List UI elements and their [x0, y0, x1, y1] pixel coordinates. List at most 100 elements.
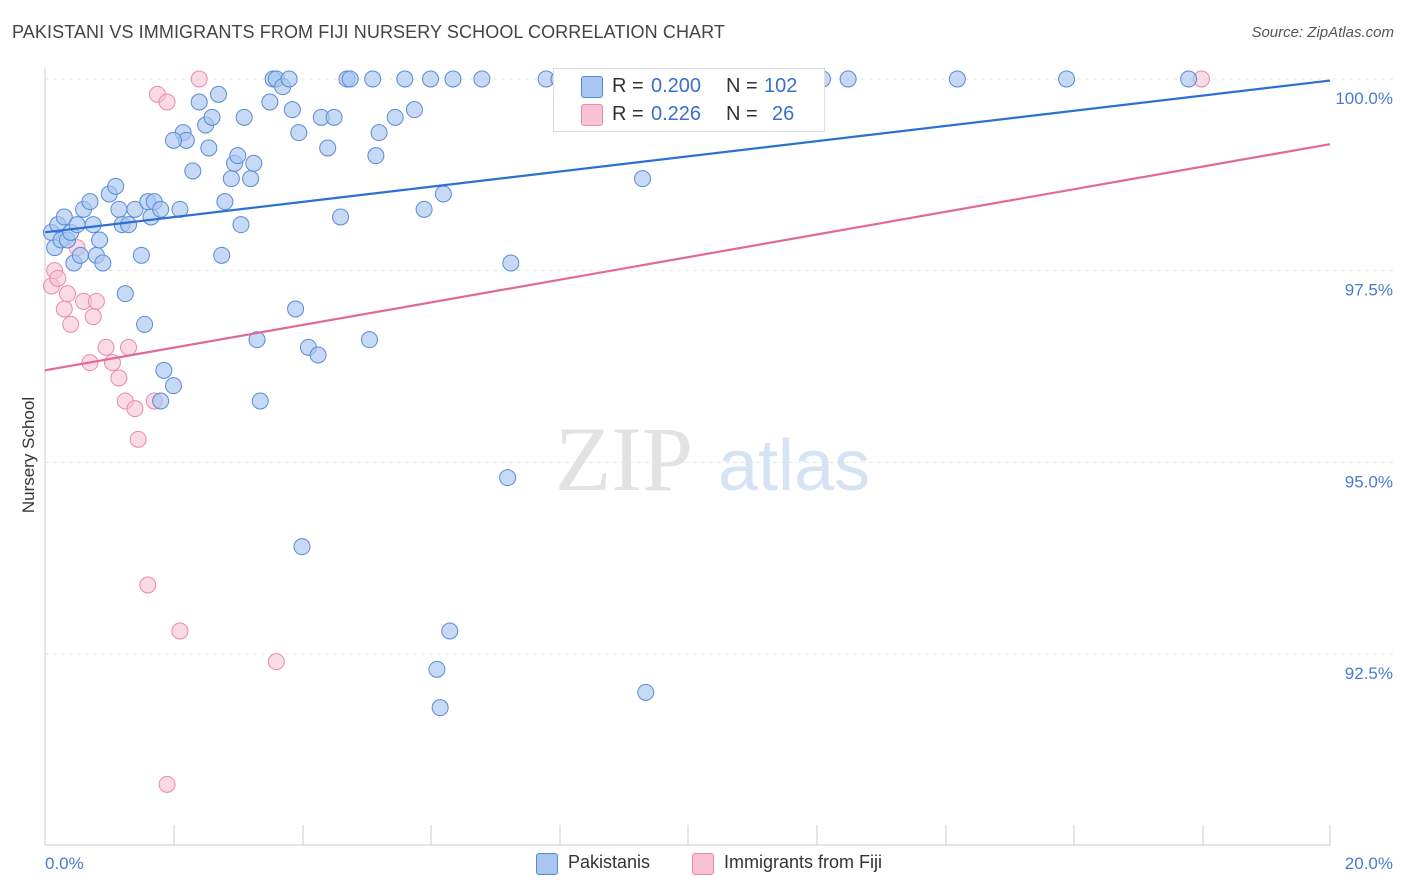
data-point-pakistanis: [136, 315, 154, 333]
data-point-pakistanis: [839, 70, 857, 88]
legend-n-value: 26: [772, 103, 795, 125]
data-point-pakistanis: [251, 392, 269, 410]
data-point-pakistanis: [203, 108, 221, 126]
data-point-pakistanis: [434, 185, 452, 203]
bottom-legend-swatch-pakistanis: [536, 853, 558, 875]
data-point-pakistanis: [293, 538, 311, 556]
data-point-pakistanis: [165, 131, 182, 149]
data-point-pakistanis: [213, 246, 231, 264]
data-point-pakistanis: [1058, 70, 1076, 88]
data-point-pakistanis: [502, 254, 520, 272]
chart-title: PAKISTANI VS IMMIGRANTS FROM FIJI NURSER…: [12, 22, 726, 42]
trend-line-pakistanis: [44, 79, 1331, 234]
data-point-pakistanis: [126, 200, 144, 218]
data-point-pakistanis: [229, 147, 247, 165]
axes: [44, 68, 1330, 846]
data-point-pakistanis: [948, 70, 966, 88]
data-point-pakistanis: [396, 70, 414, 88]
data-point-pakistanis: [441, 622, 459, 640]
legend-swatch-fiji: [581, 104, 603, 126]
data-point-pakistanis: [235, 108, 253, 126]
data-point-pakistanis: [309, 346, 327, 364]
data-point-pakistanis: [107, 177, 125, 195]
legend-r-value: 0.226: [651, 103, 702, 125]
data-point-pakistanis: [152, 200, 170, 218]
trend-lines: [44, 79, 1331, 372]
series-pakistanis-points: [42, 70, 1198, 717]
data-point-pakistanis: [422, 70, 439, 88]
data-point-pakistanis: [415, 200, 433, 218]
data-point-fiji: [190, 70, 208, 88]
data-point-pakistanis: [209, 85, 227, 103]
data-point-fiji: [97, 338, 115, 356]
trend-line-fiji: [44, 143, 1331, 372]
data-point-pakistanis: [71, 246, 89, 264]
data-point-pakistanis: [152, 392, 170, 410]
data-point-pakistanis: [332, 208, 350, 226]
data-point-pakistanis: [341, 70, 359, 88]
data-point-pakistanis: [81, 193, 99, 211]
data-point-pakistanis: [283, 101, 301, 119]
data-point-pakistanis: [94, 254, 112, 272]
data-point-pakistanis: [370, 124, 388, 142]
legend-n-value: 102: [764, 75, 798, 97]
x-tick-label: 0.0%: [45, 854, 84, 873]
data-point-pakistanis: [360, 331, 378, 349]
data-point-pakistanis: [232, 216, 250, 234]
data-point-pakistanis: [325, 108, 343, 126]
data-point-pakistanis: [200, 139, 218, 157]
data-point-fiji: [49, 269, 67, 287]
data-point-pakistanis: [634, 170, 652, 188]
y-tick-label: 97.5%: [1345, 281, 1393, 300]
legend-row-pakistanis: R = 0.200 N = 102: [554, 73, 824, 101]
data-point-pakistanis: [637, 683, 655, 701]
bottom-legend-fiji: Immigrants from Fiji: [692, 851, 932, 877]
bottom-legend-swatch-fiji: [692, 853, 714, 875]
data-point-fiji: [267, 653, 285, 671]
y-tick-label: 100.0%: [1335, 89, 1393, 108]
data-point-pakistanis: [364, 70, 382, 88]
data-point-pakistanis: [1180, 70, 1198, 88]
data-point-pakistanis: [155, 361, 173, 379]
data-point-fiji: [126, 400, 144, 418]
data-point-pakistanis: [110, 200, 128, 218]
legend: R = 0.200 N = 102 R = 0.226 N = 26: [553, 68, 825, 132]
watermark: ZIP atlas: [555, 408, 870, 510]
data-point-pakistanis: [287, 300, 305, 318]
legend-r-label: R =: [612, 75, 644, 97]
data-point-pakistanis: [222, 170, 240, 188]
data-point-pakistanis: [120, 216, 138, 234]
data-point-pakistanis: [261, 93, 279, 111]
data-point-pakistanis: [91, 231, 109, 249]
bottom-legend-label-fiji: Immigrants from Fiji: [724, 852, 883, 872]
data-point-pakistanis: [184, 162, 202, 180]
data-point-fiji: [55, 300, 73, 318]
data-point-fiji: [87, 292, 105, 310]
data-point-pakistanis: [367, 147, 385, 165]
data-point-pakistanis: [473, 70, 491, 88]
y-axis-label: Nursery School: [19, 397, 38, 513]
data-point-fiji: [84, 308, 102, 326]
legend-r-label: R =: [612, 103, 644, 125]
y-tick-label: 92.5%: [1345, 664, 1393, 683]
data-point-fiji: [139, 576, 157, 594]
data-point-fiji: [62, 315, 80, 333]
data-point-pakistanis: [242, 170, 260, 188]
watermark-atlas: atlas: [718, 426, 870, 506]
data-point-fiji: [158, 775, 176, 793]
data-point-fiji: [120, 338, 138, 356]
data-point-pakistanis: [431, 699, 449, 717]
chart-source: Source: ZipAtlas.com: [1251, 24, 1394, 41]
x-tick-label: 20.0%: [1345, 854, 1393, 873]
data-point-pakistanis: [165, 377, 182, 395]
legend-r-value: 0.200: [651, 75, 702, 97]
data-point-pakistanis: [245, 154, 263, 172]
bottom-legend-label-pakistanis: Pakistanis: [568, 852, 651, 872]
data-point-fiji: [171, 622, 189, 640]
data-point-pakistanis: [444, 70, 462, 88]
data-point-pakistanis: [55, 208, 73, 226]
data-point-pakistanis: [248, 331, 266, 349]
data-point-pakistanis: [116, 285, 134, 303]
data-point-pakistanis: [499, 469, 517, 487]
